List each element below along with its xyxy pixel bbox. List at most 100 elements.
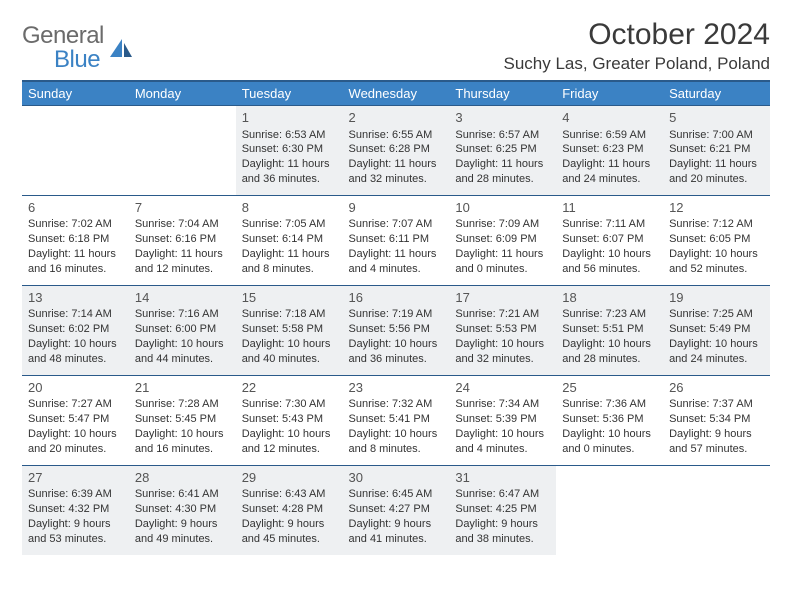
day-number: 19 (669, 289, 764, 307)
sunrise-line: Sunrise: 7:07 AM (349, 217, 444, 232)
day-number: 29 (242, 469, 337, 487)
day-number: 12 (669, 199, 764, 217)
day-number: 9 (349, 199, 444, 217)
sunset-line: Sunset: 6:07 PM (562, 232, 657, 247)
day-number: 20 (28, 379, 123, 397)
sunrise-line: Sunrise: 7:28 AM (135, 397, 230, 412)
sunset-line: Sunset: 5:43 PM (242, 412, 337, 427)
calendar-empty-cell (129, 106, 236, 196)
sunrise-line: Sunrise: 7:09 AM (455, 217, 550, 232)
calendar-day-cell: 3Sunrise: 6:57 AMSunset: 6:25 PMDaylight… (449, 106, 556, 196)
sunset-line: Sunset: 6:00 PM (135, 322, 230, 337)
calendar-day-cell: 21Sunrise: 7:28 AMSunset: 5:45 PMDayligh… (129, 375, 236, 465)
daylight-line: Daylight: 10 hours and 48 minutes. (28, 337, 123, 367)
day-header: Wednesday (343, 81, 450, 106)
day-number: 28 (135, 469, 230, 487)
sunset-line: Sunset: 5:45 PM (135, 412, 230, 427)
daylight-line: Daylight: 9 hours and 38 minutes. (455, 517, 550, 547)
daylight-line: Daylight: 10 hours and 36 minutes. (349, 337, 444, 367)
calendar-day-cell: 27Sunrise: 6:39 AMSunset: 4:32 PMDayligh… (22, 465, 129, 554)
sunset-line: Sunset: 5:56 PM (349, 322, 444, 337)
day-number: 22 (242, 379, 337, 397)
sunrise-line: Sunrise: 7:21 AM (455, 307, 550, 322)
daylight-line: Daylight: 10 hours and 24 minutes. (669, 337, 764, 367)
daylight-line: Daylight: 10 hours and 0 minutes. (562, 427, 657, 457)
calendar-day-cell: 4Sunrise: 6:59 AMSunset: 6:23 PMDaylight… (556, 106, 663, 196)
daylight-line: Daylight: 9 hours and 49 minutes. (135, 517, 230, 547)
daylight-line: Daylight: 11 hours and 36 minutes. (242, 157, 337, 187)
sunset-line: Sunset: 6:02 PM (28, 322, 123, 337)
sunrise-line: Sunrise: 7:00 AM (669, 128, 764, 143)
sunrise-line: Sunrise: 7:25 AM (669, 307, 764, 322)
daylight-line: Daylight: 10 hours and 44 minutes. (135, 337, 230, 367)
calendar-day-cell: 30Sunrise: 6:45 AMSunset: 4:27 PMDayligh… (343, 465, 450, 554)
calendar-day-cell: 14Sunrise: 7:16 AMSunset: 6:00 PMDayligh… (129, 285, 236, 375)
sunset-line: Sunset: 5:47 PM (28, 412, 123, 427)
location: Suchy Las, Greater Poland, Poland (504, 54, 771, 74)
daylight-line: Daylight: 10 hours and 8 minutes. (349, 427, 444, 457)
sunrise-line: Sunrise: 7:11 AM (562, 217, 657, 232)
daylight-line: Daylight: 10 hours and 32 minutes. (455, 337, 550, 367)
sunset-line: Sunset: 6:14 PM (242, 232, 337, 247)
sunset-line: Sunset: 4:32 PM (28, 502, 123, 517)
day-number: 14 (135, 289, 230, 307)
logo: General Blue (22, 24, 134, 72)
sunrise-line: Sunrise: 6:59 AM (562, 128, 657, 143)
daylight-line: Daylight: 10 hours and 52 minutes. (669, 247, 764, 277)
sunrise-line: Sunrise: 7:02 AM (28, 217, 123, 232)
calendar-day-cell: 2Sunrise: 6:55 AMSunset: 6:28 PMDaylight… (343, 106, 450, 196)
daylight-line: Daylight: 10 hours and 12 minutes. (242, 427, 337, 457)
sunset-line: Sunset: 6:16 PM (135, 232, 230, 247)
daylight-line: Daylight: 11 hours and 20 minutes. (669, 157, 764, 187)
sunrise-line: Sunrise: 7:16 AM (135, 307, 230, 322)
calendar-day-cell: 17Sunrise: 7:21 AMSunset: 5:53 PMDayligh… (449, 285, 556, 375)
day-number: 6 (28, 199, 123, 217)
sunset-line: Sunset: 6:25 PM (455, 142, 550, 157)
daylight-line: Daylight: 10 hours and 28 minutes. (562, 337, 657, 367)
calendar-day-cell: 16Sunrise: 7:19 AMSunset: 5:56 PMDayligh… (343, 285, 450, 375)
sunset-line: Sunset: 5:39 PM (455, 412, 550, 427)
day-number: 8 (242, 199, 337, 217)
sunset-line: Sunset: 4:27 PM (349, 502, 444, 517)
calendar-day-cell: 22Sunrise: 7:30 AMSunset: 5:43 PMDayligh… (236, 375, 343, 465)
calendar-day-cell: 9Sunrise: 7:07 AMSunset: 6:11 PMDaylight… (343, 195, 450, 285)
sunrise-line: Sunrise: 6:57 AM (455, 128, 550, 143)
calendar-day-cell: 26Sunrise: 7:37 AMSunset: 5:34 PMDayligh… (663, 375, 770, 465)
sunrise-line: Sunrise: 6:55 AM (349, 128, 444, 143)
sunrise-line: Sunrise: 6:53 AM (242, 128, 337, 143)
calendar-day-cell: 19Sunrise: 7:25 AMSunset: 5:49 PMDayligh… (663, 285, 770, 375)
daylight-line: Daylight: 9 hours and 57 minutes. (669, 427, 764, 457)
sunset-line: Sunset: 6:18 PM (28, 232, 123, 247)
calendar-day-cell: 10Sunrise: 7:09 AMSunset: 6:09 PMDayligh… (449, 195, 556, 285)
day-header: Tuesday (236, 81, 343, 106)
sunrise-line: Sunrise: 6:45 AM (349, 487, 444, 502)
day-number: 17 (455, 289, 550, 307)
daylight-line: Daylight: 11 hours and 28 minutes. (455, 157, 550, 187)
sunrise-line: Sunrise: 7:23 AM (562, 307, 657, 322)
calendar-week-row: 1Sunrise: 6:53 AMSunset: 6:30 PMDaylight… (22, 106, 770, 196)
daylight-line: Daylight: 11 hours and 32 minutes. (349, 157, 444, 187)
sunset-line: Sunset: 6:21 PM (669, 142, 764, 157)
calendar-day-cell: 20Sunrise: 7:27 AMSunset: 5:47 PMDayligh… (22, 375, 129, 465)
logo-sail-icon (108, 37, 134, 61)
header: General Blue October 2024 Suchy Las, Gre… (22, 18, 770, 74)
day-number: 5 (669, 109, 764, 127)
day-number: 7 (135, 199, 230, 217)
logo-text: General Blue (22, 24, 104, 72)
day-number: 2 (349, 109, 444, 127)
daylight-line: Daylight: 9 hours and 53 minutes. (28, 517, 123, 547)
sunrise-line: Sunrise: 7:30 AM (242, 397, 337, 412)
calendar-day-cell: 5Sunrise: 7:00 AMSunset: 6:21 PMDaylight… (663, 106, 770, 196)
sunrise-line: Sunrise: 7:34 AM (455, 397, 550, 412)
calendar-day-cell: 25Sunrise: 7:36 AMSunset: 5:36 PMDayligh… (556, 375, 663, 465)
calendar-day-cell: 15Sunrise: 7:18 AMSunset: 5:58 PMDayligh… (236, 285, 343, 375)
day-number: 18 (562, 289, 657, 307)
calendar-week-row: 27Sunrise: 6:39 AMSunset: 4:32 PMDayligh… (22, 465, 770, 554)
calendar-week-row: 20Sunrise: 7:27 AMSunset: 5:47 PMDayligh… (22, 375, 770, 465)
daylight-line: Daylight: 10 hours and 56 minutes. (562, 247, 657, 277)
day-number: 24 (455, 379, 550, 397)
calendar-header-row: SundayMondayTuesdayWednesdayThursdayFrid… (22, 81, 770, 106)
day-number: 25 (562, 379, 657, 397)
sunrise-line: Sunrise: 7:12 AM (669, 217, 764, 232)
title-block: October 2024 Suchy Las, Greater Poland, … (504, 18, 771, 74)
